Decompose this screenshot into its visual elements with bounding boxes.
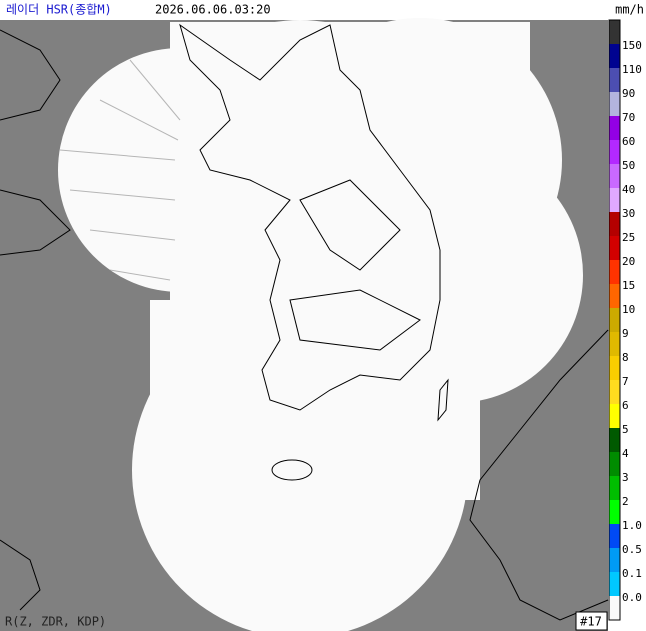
legend-label: 50: [622, 159, 635, 172]
legend-swatch: [609, 308, 620, 333]
legend-swatch: [609, 44, 620, 69]
legend-swatch: [609, 212, 620, 237]
legend-swatch: [609, 572, 620, 597]
title: 레이더 HSR(종합M): [6, 3, 112, 17]
legend-swatch: [609, 188, 620, 213]
count-label: #17: [580, 615, 602, 629]
legend-swatch: [609, 284, 620, 309]
legend-swatch: [609, 164, 620, 189]
legend-label: 4: [622, 447, 629, 460]
timestamp: 2026.06.06.03:20: [155, 3, 271, 17]
legend-label: 60: [622, 135, 635, 148]
legend-swatch: [609, 68, 620, 93]
legend: 150 110 90 70 60 50 40 30 25 20 15 10 9 8 7 6 5 4 3 2 1.0 0.5…: [608, 19, 642, 621]
legend-label: 15: [622, 279, 635, 292]
method-label: R(Z, ZDR, KDP): [5, 615, 106, 629]
count-box: [575, 611, 608, 631]
legend-label: 2: [622, 495, 629, 508]
legend-swatch: [609, 428, 620, 453]
legend-swatch: [609, 116, 620, 141]
legend-swatch: [609, 20, 620, 45]
legend-swatch: [609, 236, 620, 261]
clutter-streaks: [59, 59, 181, 281]
legend-label: 8: [622, 351, 629, 364]
legend-swatch: [609, 596, 620, 621]
legend-swatch: [609, 548, 620, 573]
coastline: [0, 23, 609, 621]
legend-label: 6: [622, 399, 629, 412]
radar-coverage: [58, 18, 583, 631]
legend-swatch: [609, 140, 620, 165]
legend-label: 7: [622, 375, 629, 388]
legend-label: 0.5: [622, 543, 642, 556]
legend-swatch: [609, 404, 620, 429]
legend-label: 9: [622, 327, 629, 340]
legend-label: 1.0: [622, 519, 642, 532]
legend-label: 90: [622, 87, 635, 100]
legend-frame: [608, 19, 621, 621]
legend-label: 0.1: [622, 567, 642, 580]
legend-label: 10: [622, 303, 635, 316]
legend-label: 3: [622, 471, 629, 484]
legend-label: 70: [622, 111, 635, 124]
legend-label: 110: [622, 63, 642, 76]
legend-swatch: [609, 92, 620, 117]
legend-label: 40: [622, 183, 635, 196]
legend-label: 30: [622, 207, 635, 220]
legend-label: 25: [622, 231, 635, 244]
unit-label: mm/h: [615, 3, 644, 17]
legend-swatch: [609, 500, 620, 525]
legend-label: 150: [622, 39, 642, 52]
legend-swatch: [609, 356, 620, 381]
legend-swatch: [609, 332, 620, 357]
legend-swatch: [609, 476, 620, 501]
legend-swatch: [609, 380, 620, 405]
legend-swatch: [609, 524, 620, 549]
legend-label: 5: [622, 423, 629, 436]
legend-swatch: [609, 452, 620, 477]
legend-label: 20: [622, 255, 635, 268]
legend-label: 0.0: [622, 591, 642, 604]
legend-swatch: [609, 260, 620, 285]
